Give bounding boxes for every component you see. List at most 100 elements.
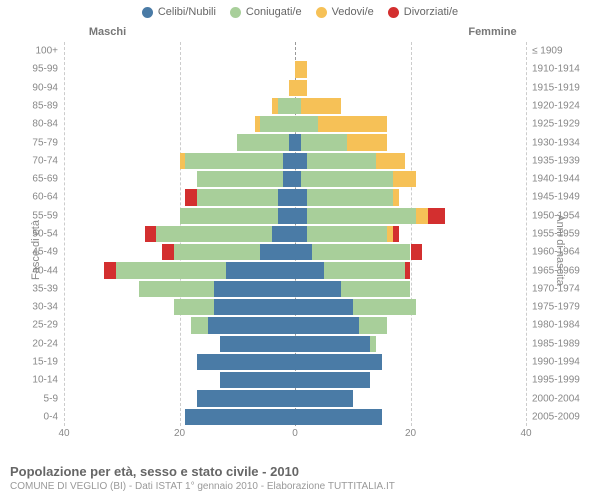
bar-segment <box>162 244 174 260</box>
x-tick: 40 <box>520 428 531 439</box>
bar-segment <box>220 336 295 352</box>
age-row: 80-841925-1929 <box>64 115 526 133</box>
male-bar <box>64 134 295 150</box>
bar-segment <box>185 153 283 169</box>
female-bar <box>295 409 526 425</box>
bar-segment <box>411 244 423 260</box>
bar-segment <box>301 171 393 187</box>
female-bar <box>295 116 526 132</box>
bar-segment <box>220 372 295 388</box>
age-row: 85-891920-1924 <box>64 97 526 115</box>
birth-year-label: 1960-1964 <box>526 247 580 258</box>
bar-segment <box>283 171 295 187</box>
female-header: Femmine <box>325 26 600 38</box>
bar-segment <box>295 226 307 242</box>
age-label: 50-54 <box>32 228 64 239</box>
x-tick: 20 <box>174 428 185 439</box>
male-bar <box>64 262 295 278</box>
x-tick: 0 <box>292 428 298 439</box>
bar-segment <box>324 262 405 278</box>
age-label: 5-9 <box>44 393 64 404</box>
age-row: 65-691940-1944 <box>64 170 526 188</box>
female-bar <box>295 43 526 59</box>
chart-titles: Popolazione per età, sesso e stato civil… <box>10 464 590 492</box>
age-row: 15-191990-1994 <box>64 353 526 371</box>
bar-segment <box>295 262 324 278</box>
bar-segment <box>318 116 387 132</box>
age-label: 100+ <box>35 46 64 57</box>
birth-year-label: 1910-1914 <box>526 64 580 75</box>
age-row: 5-92000-2004 <box>64 389 526 407</box>
bar-segment <box>237 134 289 150</box>
bar-segment <box>180 153 186 169</box>
bar-segment <box>272 226 295 242</box>
age-row: 60-641945-1949 <box>64 188 526 206</box>
female-bar <box>295 244 526 260</box>
bar-segment <box>347 134 387 150</box>
age-row: 40-441965-1969 <box>64 261 526 279</box>
bar-segment <box>185 189 197 205</box>
birth-year-label: 2005-2009 <box>526 411 580 422</box>
male-bar <box>64 208 295 224</box>
age-label: 60-64 <box>32 192 64 203</box>
bar-segment <box>197 354 295 370</box>
bar-segment <box>283 153 295 169</box>
birth-year-label: 1940-1944 <box>526 174 580 185</box>
bar-segment <box>341 281 410 297</box>
chart-rows: 100+≤ 190995-991910-191490-941915-191985… <box>64 42 526 426</box>
birth-year-label: 1990-1994 <box>526 356 580 367</box>
male-bar <box>64 409 295 425</box>
chart-title: Popolazione per età, sesso e stato civil… <box>10 464 590 479</box>
bar-segment <box>307 189 394 205</box>
legend-item: Celibi/Nubili <box>142 6 216 18</box>
age-label: 55-59 <box>32 210 64 221</box>
age-label: 10-14 <box>32 375 64 386</box>
bar-segment <box>301 134 347 150</box>
bar-segment <box>197 171 284 187</box>
male-bar <box>64 317 295 333</box>
legend-label: Coniugati/e <box>246 6 302 18</box>
female-bar <box>295 80 526 96</box>
bar-segment <box>226 262 295 278</box>
female-bar <box>295 208 526 224</box>
birth-year-label: 1935-1939 <box>526 155 580 166</box>
legend-item: Coniugati/e <box>230 6 302 18</box>
bar-segment <box>295 372 370 388</box>
male-bar <box>64 244 295 260</box>
bar-segment <box>295 244 312 260</box>
legend-label: Divorziati/e <box>404 6 458 18</box>
bar-segment <box>278 98 295 114</box>
bar-segment <box>295 61 307 77</box>
legend-swatch <box>230 7 241 18</box>
female-bar <box>295 171 526 187</box>
birth-year-label: 1945-1949 <box>526 192 580 203</box>
bar-segment <box>185 409 295 425</box>
bar-segment <box>295 336 370 352</box>
age-row: 90-941915-1919 <box>64 79 526 97</box>
male-bar <box>64 390 295 406</box>
age-label: 35-39 <box>32 283 64 294</box>
bar-segment <box>139 281 214 297</box>
birth-year-label: 1985-1989 <box>526 338 580 349</box>
bar-segment <box>428 208 445 224</box>
age-row: 25-291980-1984 <box>64 316 526 334</box>
age-label: 25-29 <box>32 320 64 331</box>
legend-label: Vedovi/e <box>332 6 374 18</box>
bar-segment <box>295 208 307 224</box>
male-bar <box>64 354 295 370</box>
male-bar <box>64 189 295 205</box>
age-label: 0-4 <box>44 411 64 422</box>
bar-segment <box>156 226 272 242</box>
bar-segment <box>393 189 399 205</box>
male-bar <box>64 98 295 114</box>
female-bar <box>295 299 526 315</box>
bar-segment <box>145 226 157 242</box>
bar-segment <box>416 208 428 224</box>
bar-segment <box>174 244 261 260</box>
birth-year-label: 1920-1924 <box>526 100 580 111</box>
age-label: 20-24 <box>32 338 64 349</box>
birth-year-label: ≤ 1909 <box>526 46 563 57</box>
birth-year-label: 1915-1919 <box>526 82 580 93</box>
bar-segment <box>295 317 359 333</box>
bar-segment <box>197 390 295 406</box>
